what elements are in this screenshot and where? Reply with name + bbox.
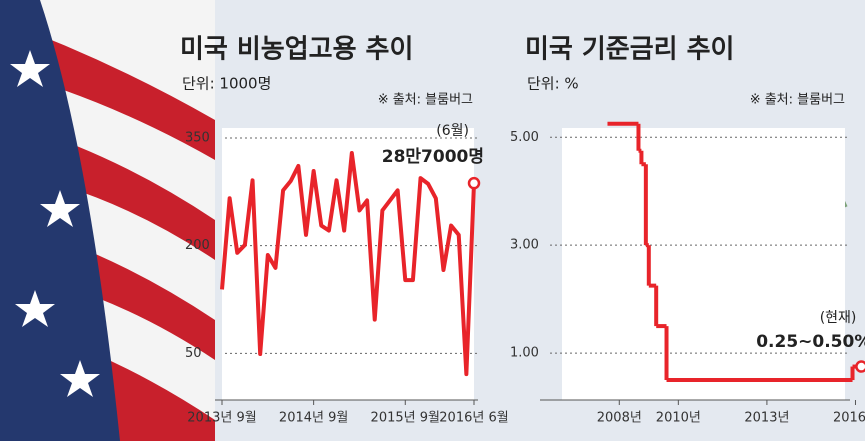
x-tick-label: 2013년 9월 bbox=[187, 411, 256, 426]
y-tick-label: 3.00 bbox=[510, 238, 539, 253]
annotation: (6월) bbox=[436, 123, 469, 139]
plot-area bbox=[562, 128, 845, 400]
x-tick-label: 2010년 bbox=[656, 411, 701, 426]
infographic: 미국 비농업고용 추이단위: 1000명 ※ 출처: 블룸버그 50 200 350 20… bbox=[0, 0, 865, 441]
y-tick-label: 5.00 bbox=[510, 130, 539, 145]
end-marker bbox=[469, 178, 479, 188]
x-tick-label: 2016년 6월 bbox=[439, 411, 508, 426]
annotation: (현재) bbox=[820, 310, 857, 326]
x-tick-label: 2013년 bbox=[744, 411, 789, 426]
y-tick-label: 350 bbox=[185, 130, 210, 145]
x-tick-label: 2008년 bbox=[597, 411, 642, 426]
annotation: 0.25~0.50% bbox=[756, 332, 865, 352]
subtitle: 단위: % bbox=[527, 75, 579, 93]
x-tick-label: 2015년 9월 bbox=[371, 411, 440, 426]
source: ※ 출처: 블룸버그 bbox=[750, 93, 845, 108]
chart-title: 미국 기준금리 추이 bbox=[525, 35, 734, 65]
source: ※ 출처: 블룸버그 bbox=[378, 93, 473, 108]
y-tick-label: 50 bbox=[185, 346, 202, 361]
x-tick-label: 2014년 9월 bbox=[279, 411, 348, 426]
flag bbox=[0, 0, 215, 441]
y-tick-label: 1.00 bbox=[510, 346, 539, 361]
plot-area bbox=[222, 128, 474, 400]
subtitle: 단위: 1000명 bbox=[182, 75, 271, 93]
chart-title: 미국 비농업고용 추이 bbox=[180, 35, 413, 65]
x-tick-label: 2016년 bbox=[833, 411, 865, 426]
y-tick-label: 200 bbox=[185, 238, 210, 253]
annotation: 28만7000명 bbox=[382, 147, 484, 167]
end-marker bbox=[856, 362, 865, 372]
